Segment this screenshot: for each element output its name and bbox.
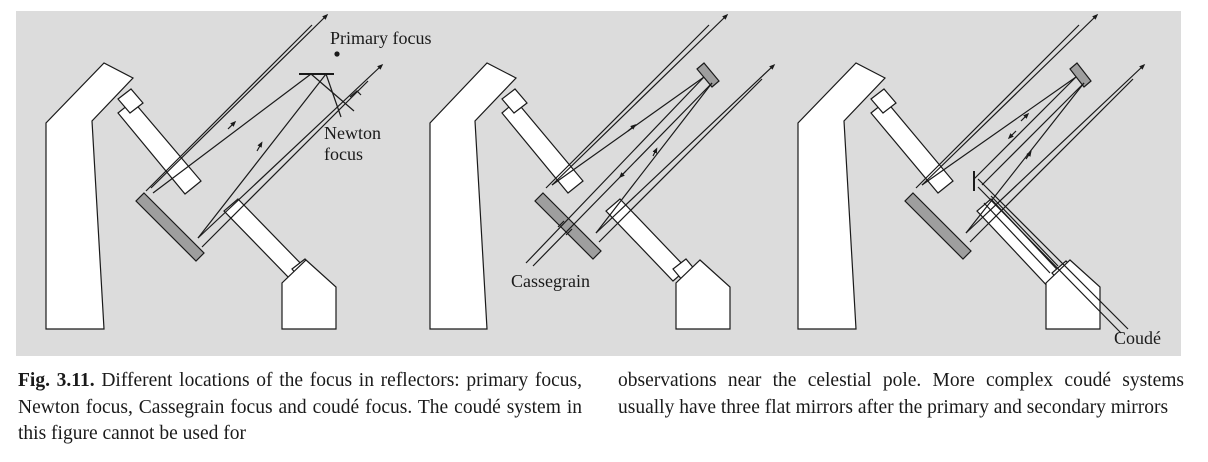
- primary-mirror: [135, 192, 205, 262]
- telescope-focus-figure: Primary focus Newton focus Cassegrain Co…: [16, 11, 1181, 356]
- declination-axis: [605, 198, 688, 282]
- counterweight: [675, 259, 731, 330]
- polar-axis-collar: [870, 88, 897, 114]
- caption-left-text: Different locations of the focus in refl…: [18, 370, 582, 444]
- primary-focus-point: [334, 51, 340, 57]
- polar-axis-collar: [117, 88, 144, 114]
- label-newton-line1: Newton: [324, 123, 381, 143]
- coude-telescope-diagram: [797, 13, 1146, 334]
- caption-left-column: Fig. 3.11. Different locations of the fo…: [18, 368, 582, 448]
- polar-axis: [117, 100, 202, 195]
- pier: [797, 62, 886, 330]
- label-coude: Coudé: [1114, 328, 1161, 348]
- primary-mirror: [534, 192, 602, 260]
- caption-right-text: observations near the celestial pole. Mo…: [618, 370, 1184, 418]
- figure-background: [16, 11, 1181, 356]
- polar-axis: [501, 100, 584, 194]
- counterweight: [1045, 259, 1101, 330]
- label-newton-line2: focus: [324, 144, 363, 164]
- newton-telescope-diagram: [45, 13, 384, 330]
- caption-right-column: observations near the celestial pole. Mo…: [618, 368, 1184, 421]
- polar-axis: [870, 100, 954, 194]
- pier: [429, 62, 517, 330]
- cassegrain-telescope-diagram: [429, 13, 776, 330]
- primary-mirror: [904, 192, 972, 260]
- pier: [45, 62, 134, 330]
- polar-axis-collar: [501, 88, 528, 114]
- label-primary-focus: Primary focus: [330, 28, 431, 48]
- counterweight: [281, 259, 337, 330]
- label-cassegrain: Cassegrain: [511, 271, 590, 291]
- secondary-mirror: [696, 62, 720, 88]
- caption-figure-label: Fig. 3.11.: [18, 370, 95, 391]
- secondary-mirror: [1069, 62, 1092, 88]
